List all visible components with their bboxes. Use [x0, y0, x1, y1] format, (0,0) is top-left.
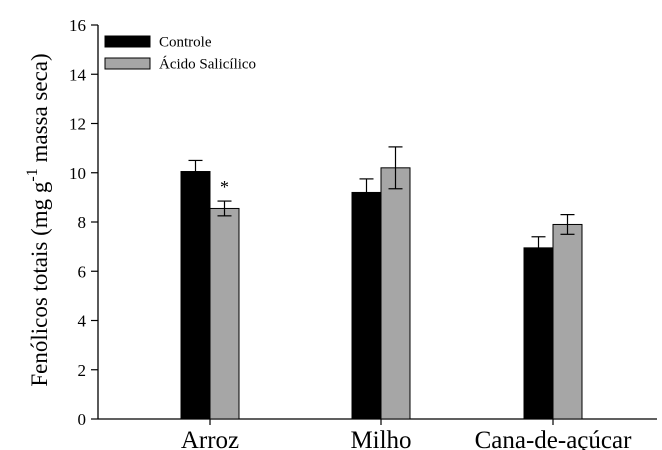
- y-axis-title-unit: massa seca): [27, 53, 52, 168]
- bar-acido-salicilico-2: [552, 223, 583, 420]
- y-axis-title-main: Fenólicos totais (mg g: [27, 181, 52, 387]
- y-tick-label: 6: [78, 262, 87, 281]
- plot-area: 0 2 4 6 8 10 12 14 16 Arroz Milho Cana-de-açúcar *: [69, 16, 657, 450]
- y-tick-label: 8: [78, 213, 87, 232]
- legend-swatch-acido-salicilico: [104, 57, 151, 70]
- bar-acido-salicilico-0: [209, 207, 240, 420]
- bar-controle-2: [523, 247, 554, 420]
- bar-controle-1: [351, 191, 382, 420]
- y-tick-label: 10: [69, 164, 86, 183]
- legend-swatch-controle: [104, 35, 151, 48]
- significance-marker: *: [220, 177, 229, 197]
- y-tick-label: 0: [78, 410, 87, 429]
- y-tick-label: 12: [69, 115, 86, 134]
- bar-controle-0: [180, 171, 211, 420]
- y-tick-label: 4: [78, 312, 87, 331]
- x-tick-label: Arroz: [181, 427, 239, 450]
- bar-acido-salicilico-1: [380, 167, 411, 420]
- y-axis-title-superscript: -1: [24, 168, 41, 181]
- x-tick-label: Milho: [350, 427, 411, 450]
- y-tick-label: 16: [69, 16, 86, 35]
- x-tick-label: Cana-de-açúcar: [475, 427, 632, 450]
- legend-label-acido-salicilico: Ácido Salicílico: [159, 56, 256, 73]
- y-axis-title: Fenólicos totais (mg g-1 massa seca): [24, 53, 52, 386]
- y-tick-label: 2: [78, 361, 87, 380]
- legend: Controle Ácido Salicílico: [104, 35, 256, 73]
- legend-label-controle: Controle: [159, 35, 212, 51]
- y-tick-label: 14: [69, 65, 87, 84]
